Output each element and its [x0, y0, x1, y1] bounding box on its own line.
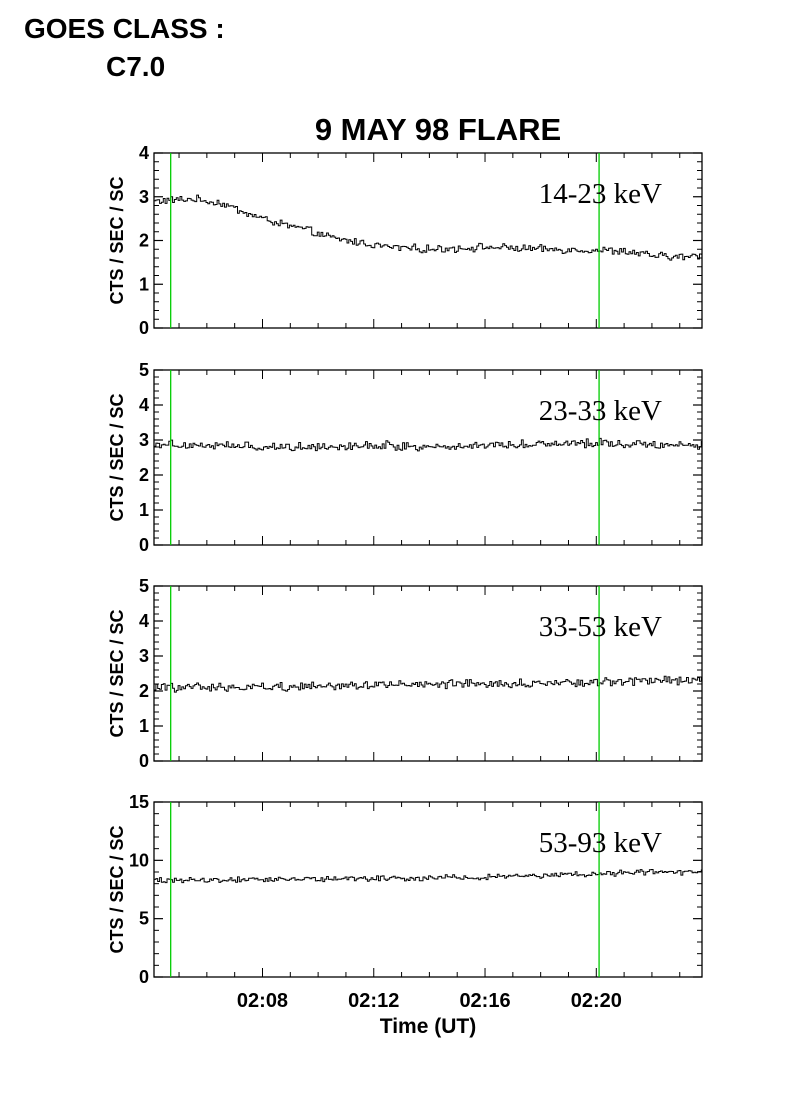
- y-tick-label: 5: [139, 909, 149, 929]
- energy-band-label: 23-33 keV: [539, 395, 662, 427]
- x-axis-title: Time (UT): [380, 1015, 476, 1038]
- panel-1: 0 1 2 3 4 CTS / SEC / SC 14-23 keV: [107, 143, 703, 338]
- y-axis-title: CTS / SEC / SC: [107, 825, 127, 953]
- goes-class-label: GOES CLASS :: [24, 13, 225, 44]
- y-tick-label: 0: [139, 318, 149, 338]
- y-tick-label: 5: [139, 360, 149, 380]
- y-tick-label: 10: [129, 850, 149, 870]
- panel-frame: [153, 585, 703, 762]
- panel-stack: 0 1 2 3 4 CTS / SEC / SC 14-23 keV 0 1 2 3 4 5 CTS / …: [107, 143, 703, 987]
- panel-3: 0 1 2 3 4 5 CTS / SEC / SC 33-53 keV: [107, 576, 703, 771]
- y-axis-title: CTS / SEC / SC: [107, 609, 127, 737]
- x-tick-label: 02:20: [571, 990, 622, 1012]
- series-trace: [154, 675, 702, 693]
- energy-band-label: 14-23 keV: [539, 178, 662, 210]
- x-tick-label: 02:08: [237, 990, 288, 1012]
- chart-title: 9 MAY 98 FLARE: [315, 112, 561, 147]
- panel-frame: [153, 369, 703, 546]
- y-tick-label: 1: [139, 274, 149, 294]
- y-tick-label: 3: [139, 187, 149, 207]
- y-tick-label: 3: [139, 646, 149, 666]
- y-tick-label: 4: [139, 611, 149, 631]
- series-trace: [154, 869, 702, 884]
- x-tick-label: 02:12: [348, 990, 399, 1012]
- x-tick-label: 02:16: [459, 990, 510, 1012]
- y-tick-label: 15: [129, 792, 149, 812]
- y-tick-label: 1: [139, 500, 149, 520]
- energy-band-label: 53-93 keV: [539, 827, 662, 859]
- panel-2: 0 1 2 3 4 5 CTS / SEC / SC 23-33 keV: [107, 360, 703, 555]
- y-tick-label: 4: [139, 143, 149, 163]
- y-tick-label: 2: [139, 231, 149, 251]
- y-axis-title: CTS / SEC / SC: [107, 393, 127, 521]
- y-tick-label: 1: [139, 716, 149, 736]
- y-tick-label: 5: [139, 576, 149, 596]
- y-tick-label: 0: [139, 751, 149, 771]
- series-trace: [154, 194, 702, 261]
- y-tick-label: 2: [139, 465, 149, 485]
- energy-band-label: 33-53 keV: [539, 611, 662, 643]
- y-tick-label: 3: [139, 430, 149, 450]
- y-tick-label: 2: [139, 681, 149, 701]
- y-tick-label: 0: [139, 967, 149, 987]
- panel-frame: [153, 801, 703, 978]
- series-trace: [154, 437, 702, 452]
- y-tick-label: 4: [139, 395, 149, 415]
- x-axis-tick-labels: 02:08 02:12 02:16 02:20: [237, 990, 622, 1012]
- goes-class-value: C7.0: [106, 51, 166, 82]
- y-axis-title: CTS / SEC / SC: [107, 176, 127, 304]
- y-tick-label: 0: [139, 535, 149, 555]
